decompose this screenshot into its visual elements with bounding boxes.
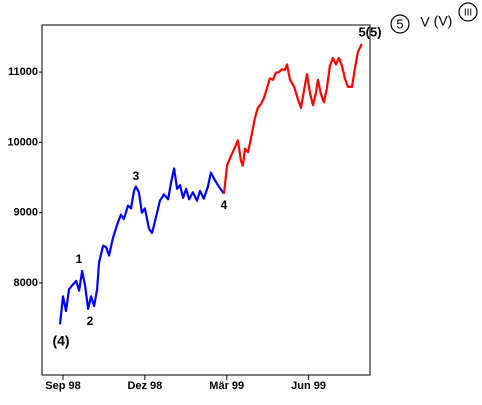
degree-label: (V) bbox=[434, 13, 453, 29]
x-tick-label: Dez 98 bbox=[127, 380, 162, 392]
x-tick-label: Sep 98 bbox=[45, 380, 80, 392]
degree-circle bbox=[390, 14, 410, 34]
price-line bbox=[58, 167, 225, 325]
wave-label: 5(5) bbox=[358, 24, 381, 39]
degree-label: III bbox=[464, 8, 472, 19]
degree-circle bbox=[458, 2, 478, 22]
x-tick-label: Jun 99 bbox=[291, 380, 326, 392]
wave-label: 2 bbox=[87, 314, 94, 328]
y-tick-label: 10000 bbox=[7, 136, 38, 148]
y-tick-label: 8000 bbox=[14, 277, 38, 289]
plot-frame bbox=[41, 24, 371, 376]
y-tick-label: 11000 bbox=[8, 66, 38, 78]
wave-label: 3 bbox=[133, 169, 140, 183]
degree-label: 5 bbox=[396, 16, 403, 31]
wave-label: (4) bbox=[52, 333, 69, 349]
x-tick-label: Mär 99 bbox=[209, 380, 244, 392]
degree-label: V bbox=[420, 14, 430, 30]
wave-label: 4 bbox=[221, 198, 228, 212]
y-tick-label: 9000 bbox=[14, 207, 38, 219]
wave-label: 1 bbox=[76, 252, 83, 266]
price-line bbox=[222, 43, 363, 194]
